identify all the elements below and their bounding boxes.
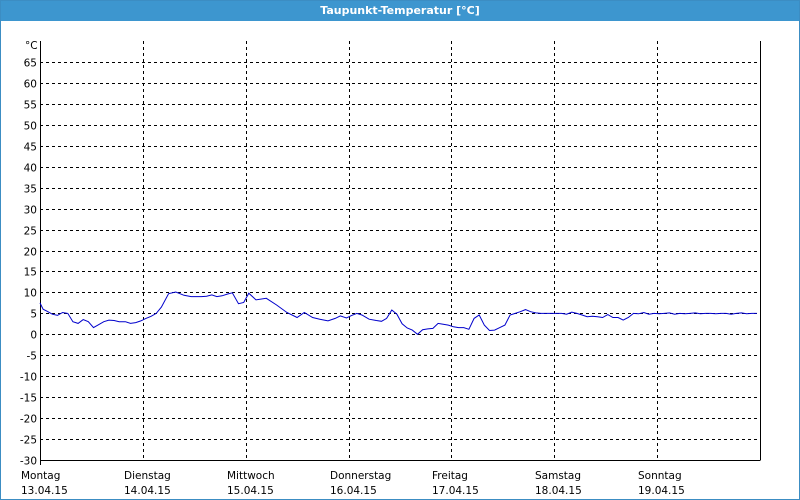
chart-title: Taupunkt-Temperatur [°C] [1,1,799,21]
y-tick-label: -15 [20,393,37,405]
y-tick-label: -25 [20,435,37,447]
x-day-label: Freitag [432,470,468,482]
series-line [39,291,757,335]
y-tick-label: 60 [24,79,37,91]
series-layer [39,291,757,335]
y-tick-label: 20 [24,247,37,259]
y-tick-label: 5 [30,309,37,321]
grid-layer [40,41,760,460]
x-date-label: 14.04.15 [124,485,171,497]
x-date-label: 13.04.15 [21,485,68,497]
x-date-label: 19.04.15 [638,485,685,497]
x-day-label: Sonntag [638,470,682,482]
y-tick-label: -10 [20,372,37,384]
x-day-label: Montag [21,470,60,482]
axis-layer [40,41,761,465]
y-tick-label: 65 [24,58,37,70]
y-unit-label: °C [25,40,38,52]
y-tick-label: 30 [24,205,37,217]
x-day-label: Samstag [535,470,581,482]
y-tick-label: 35 [24,184,37,196]
y-tick-label: -30 [20,456,37,468]
y-tick-label: 25 [24,226,37,238]
label-layer: -30 -25 -20 -15 -10 -5 0 5 10 15 20 25 30 35 40 45 50 55 6… [20,40,685,497]
y-tick-label: 55 [24,100,37,112]
y-tick-label: 40 [24,163,37,175]
y-tick-label: 50 [24,121,37,133]
x-day-label: Mittwoch [227,470,275,482]
x-date-label: 17.04.15 [432,485,479,497]
x-date-label: 15.04.15 [227,485,274,497]
y-tick-label: 10 [24,288,37,300]
x-day-label: Donnerstag [330,470,391,482]
y-tick-label: 15 [24,267,37,279]
x-date-label: 18.04.15 [535,485,582,497]
y-tick-label: 0 [30,330,37,342]
y-tick-label: 45 [24,142,37,154]
y-tick-label: -5 [27,351,37,363]
x-date-label: 16.04.15 [330,485,377,497]
x-day-label: Dienstag [124,470,171,482]
y-tick-label: -20 [20,414,37,426]
